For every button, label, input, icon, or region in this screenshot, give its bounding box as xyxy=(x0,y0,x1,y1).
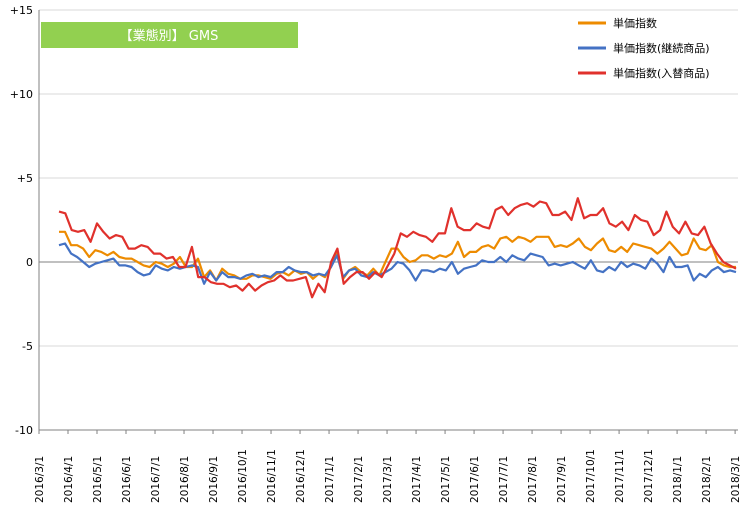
x-tick-label: 2016/9/1 xyxy=(208,456,220,503)
x-tick-label: 2017/5/1 xyxy=(440,456,452,503)
title-text: 【業態別】 GMS xyxy=(120,28,219,44)
y-tick-label: +10 xyxy=(10,88,33,101)
x-tick-label: 2017/12/1 xyxy=(643,449,655,503)
x-tick-label: 2016/10/1 xyxy=(237,449,249,503)
x-tick-label: 2016/3/1 xyxy=(34,456,46,503)
x-tick-label: 2017/7/1 xyxy=(498,456,510,503)
y-tick-label: +5 xyxy=(17,172,33,185)
x-tick-label: 2018/1/1 xyxy=(672,456,684,503)
series-line-0 xyxy=(59,230,736,282)
x-tick-label: 2016/8/1 xyxy=(179,456,191,503)
y-axis-ticks: +15 +10 +5 0 -5 -10 xyxy=(10,4,33,437)
x-tick-label: 2017/9/1 xyxy=(556,456,568,503)
x-tick-label: 2017/4/1 xyxy=(411,456,423,503)
x-tick-label: 2016/12/1 xyxy=(295,449,307,503)
series-line-1 xyxy=(58,242,737,285)
y-tick-label: +15 xyxy=(10,4,33,17)
legend-label: 単価指数(入替商品) xyxy=(613,66,710,80)
legend-label: 単価指数(継続商品) xyxy=(613,41,710,55)
x-tick-label: 2016/6/1 xyxy=(121,456,133,503)
y-tick-label: -5 xyxy=(22,340,33,353)
series-line-2 xyxy=(58,197,737,299)
x-tick-label: 2017/10/1 xyxy=(585,449,597,503)
y-tick-label: -10 xyxy=(15,424,33,437)
x-tick-label: 2016/4/1 xyxy=(63,456,75,503)
x-tick-label: 2016/7/1 xyxy=(150,456,162,503)
x-tick-label: 2016/11/1 xyxy=(266,449,278,503)
x-tick-label: 2017/1/1 xyxy=(324,456,336,503)
x-tick-label: 2016/5/1 xyxy=(92,456,104,503)
chart-title: 【業態別】 GMS xyxy=(41,22,298,48)
x-tick-label: 2017/2/1 xyxy=(353,456,365,503)
x-axis-ticks: 2016/3/1 2016/4/1 2016/5/1 2016/6/1 2016/7/1… xyxy=(34,430,742,503)
x-tick-label: 2018/3/1 xyxy=(730,456,742,503)
title-box xyxy=(41,22,298,48)
x-tick-label: 2017/8/1 xyxy=(527,456,539,503)
x-tick-label: 2017/3/1 xyxy=(382,456,394,503)
legend-label: 単価指数 xyxy=(613,16,657,30)
x-tick-label: 2018/2/1 xyxy=(701,456,713,503)
y-tick-label: 0 xyxy=(26,256,33,269)
series-lines xyxy=(58,197,737,299)
x-tick-label: 2017/11/1 xyxy=(614,449,626,503)
x-tick-label: 2017/6/1 xyxy=(469,456,481,503)
